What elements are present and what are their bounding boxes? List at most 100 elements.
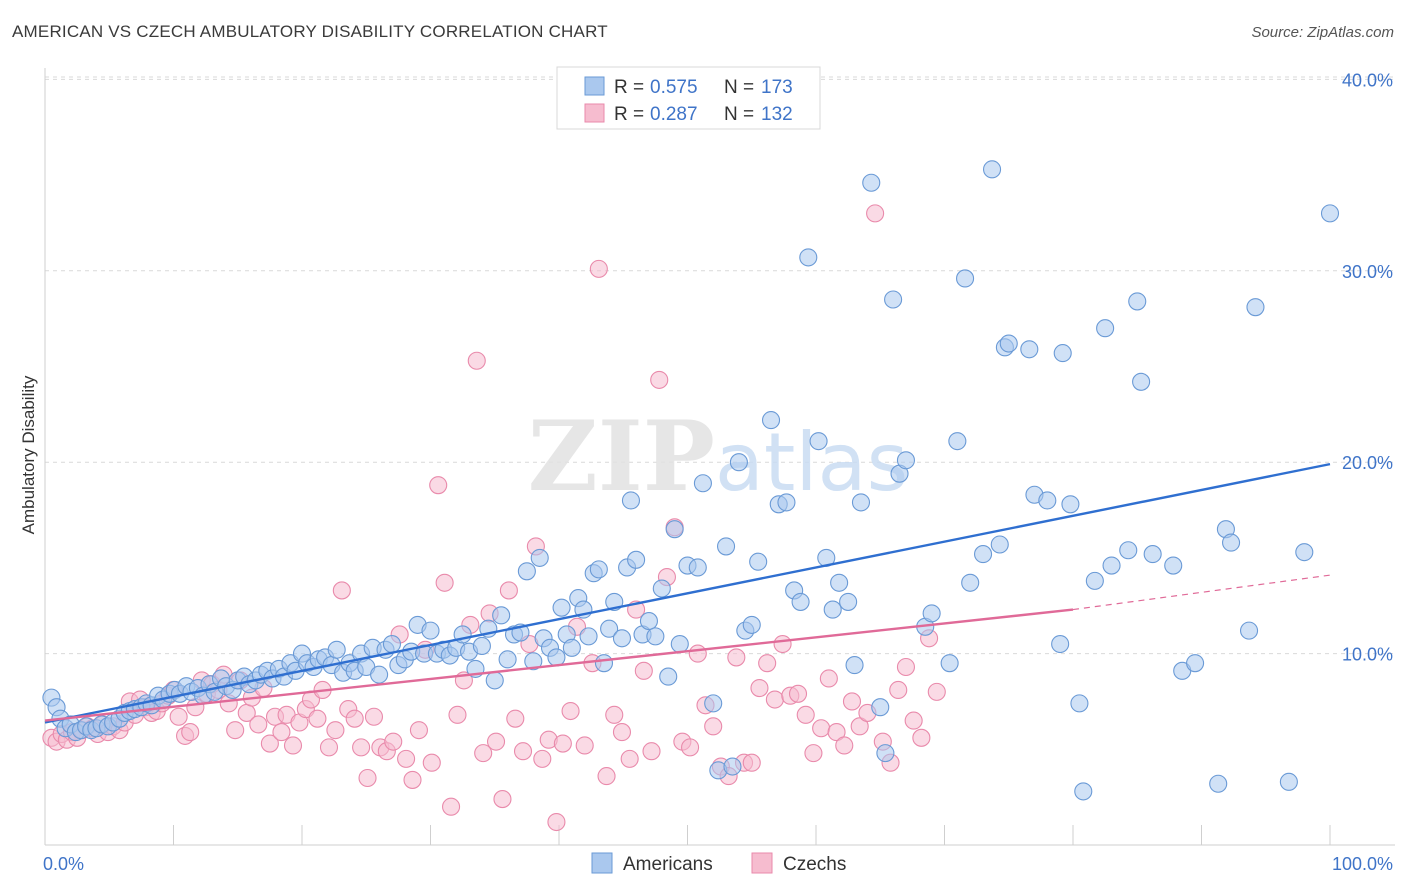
czechs-point <box>773 634 792 654</box>
x-tick-label: 100.0% <box>1332 854 1393 874</box>
americans-point <box>990 535 1009 554</box>
americans-point <box>693 474 712 493</box>
bottom-legend-czechs-label: Czechs <box>783 854 846 875</box>
czechs-point <box>788 684 808 703</box>
americans-point <box>370 665 389 684</box>
czechs-points <box>42 204 946 832</box>
czechs-point <box>397 749 416 768</box>
czechs-point <box>750 679 769 698</box>
czechs-point <box>620 749 639 768</box>
americans-point <box>1061 495 1080 514</box>
americans-point <box>688 558 707 577</box>
czechs-point <box>727 648 746 667</box>
americans-point <box>839 592 858 611</box>
americans-point <box>594 654 614 673</box>
americans-point <box>1222 533 1241 552</box>
czechs-point <box>819 669 838 688</box>
czechs-point <box>486 732 506 751</box>
americans-point <box>871 698 890 717</box>
axes <box>44 68 1395 846</box>
americans-point <box>851 493 871 512</box>
czechs-point <box>403 770 422 789</box>
y-tick-label: 40.0% <box>1342 70 1393 90</box>
americans-point <box>1279 772 1298 791</box>
czechs-point <box>533 749 552 768</box>
czechs-point <box>283 736 303 755</box>
americans-point <box>485 671 504 690</box>
americans-point <box>1239 621 1259 640</box>
americans-point <box>799 248 818 267</box>
legend-czechs-swatch <box>584 103 605 123</box>
czechs-point <box>226 721 245 740</box>
czechs-point <box>319 738 339 757</box>
americans-point <box>862 173 881 192</box>
legend-box: R = 0.575 N = 173 R = 0.287 N = 132 <box>556 66 821 130</box>
americans-point <box>579 627 598 646</box>
czechs-point <box>169 707 188 726</box>
czechs-point <box>467 351 486 370</box>
americans-point <box>524 652 543 671</box>
czechs-point <box>642 742 661 761</box>
americans-point <box>652 579 671 598</box>
x-tick-label: 0.0% <box>43 854 84 874</box>
americans-point <box>1074 782 1093 801</box>
czechs-point <box>889 680 908 700</box>
czechs-point <box>422 753 441 772</box>
americans-point <box>600 619 619 638</box>
czechs-point <box>612 723 632 742</box>
czechs-point <box>308 709 327 728</box>
americans-point <box>922 604 941 623</box>
americans-point <box>1053 344 1072 363</box>
czechs-point <box>435 573 454 592</box>
americans-point <box>973 545 993 564</box>
americans-point <box>761 411 781 430</box>
czechs-point <box>765 690 784 709</box>
czechs-point <box>681 738 700 757</box>
americans-point <box>1085 571 1104 590</box>
czechs-point <box>506 709 525 728</box>
czechs-point <box>896 657 916 677</box>
americans-point <box>1246 298 1265 317</box>
legend-czechs-r-label: R = <box>614 104 644 125</box>
americans-point <box>830 573 849 592</box>
czechs-point <box>547 812 566 832</box>
legend-americans-r-value: 0.575 <box>650 77 698 98</box>
americans-point <box>1209 774 1228 793</box>
americans-point <box>665 520 684 539</box>
watermark: ZIPatlas <box>528 400 909 513</box>
y-tick-label: 20.0% <box>1342 453 1393 473</box>
legend-czechs-n-value: 132 <box>761 104 793 125</box>
americans-point <box>639 612 659 631</box>
source-label: Source: ZipAtlas.com <box>1251 24 1394 41</box>
americans-point <box>530 548 549 567</box>
americans-point <box>492 606 511 625</box>
czechs-point <box>384 732 403 751</box>
legend-americans-n-value: 173 <box>761 77 793 98</box>
americans-trend-line <box>44 462 1331 724</box>
americans-point <box>589 560 608 579</box>
czechs-point <box>650 370 669 389</box>
americans-point <box>940 654 959 673</box>
czechs-point <box>904 711 923 730</box>
americans-point <box>670 634 689 654</box>
americans-point <box>1128 292 1147 311</box>
czechs-point <box>181 723 200 742</box>
legend-czechs-n-label: N = <box>724 104 754 125</box>
americans-point <box>421 621 440 640</box>
americans-point <box>1132 372 1151 391</box>
legend-czechs-r-value: 0.287 <box>650 104 698 125</box>
czechs-point <box>499 581 518 600</box>
americans-point <box>472 636 491 655</box>
czechs-point <box>272 723 291 742</box>
czechs-point <box>742 753 761 772</box>
czechs-point <box>429 476 448 495</box>
czechs-point <box>758 654 777 673</box>
czechs-point <box>688 644 707 663</box>
czechs-point <box>866 204 885 223</box>
americans-point <box>646 627 665 646</box>
americans-point <box>498 650 517 669</box>
americans-point <box>1038 491 1057 510</box>
legend-americans-r-label: R = <box>614 77 644 98</box>
czechs-point <box>553 734 572 753</box>
americans-point <box>777 493 796 512</box>
